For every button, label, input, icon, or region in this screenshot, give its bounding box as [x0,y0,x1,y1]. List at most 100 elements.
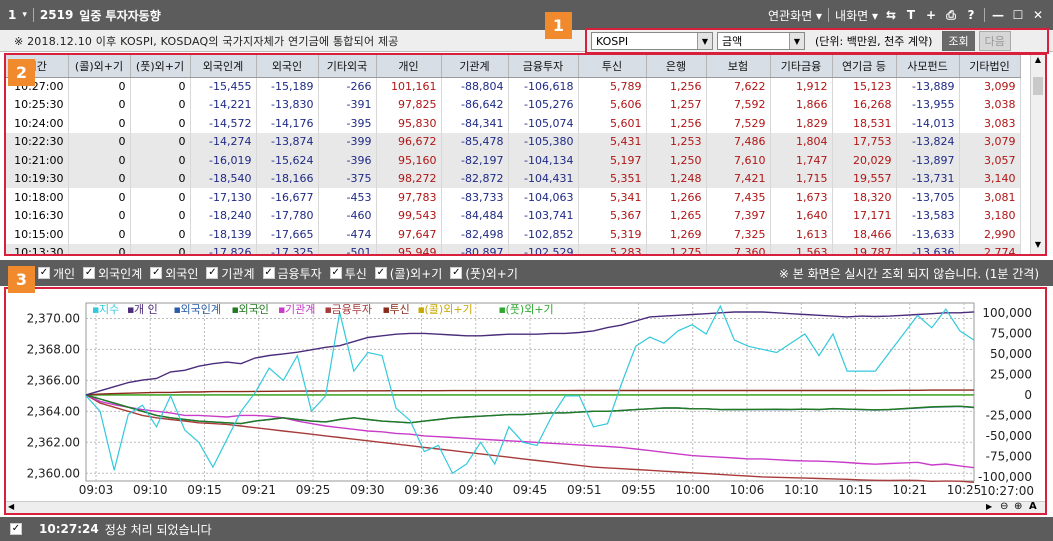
x-axis-tick-label: 09:40 [458,483,493,497]
legend-marker-icon: ▪ [418,303,425,316]
title-bar: 1 ▾ 2519 일중 투자자동향 연관화면 ▾ 내화면 ▾ ⇆ T + ⎙ ?… [0,0,1053,30]
column-header[interactable]: 은행 [646,55,707,78]
series-checkbox[interactable]: ✓ 기관계 [206,265,255,282]
series-checkbox[interactable]: ✓ 개인 [38,265,75,282]
series-line-institution [85,394,975,469]
print-icon[interactable]: ⎙ [946,7,956,22]
market-select[interactable]: KOSPI ▼ [591,32,713,50]
column-header[interactable]: 연기금 등 [832,55,897,78]
x-axis-tick-label: 09:45 [513,483,548,497]
table-cell: -13,705 [896,188,960,207]
table-row[interactable]: 10:16:30 0 0 -18,240 -17,780 -460 99,543 -84,48… [6,206,1021,225]
query-button[interactable]: 조회 [942,31,975,51]
checkbox-check-icon[interactable]: ✓ [83,267,96,279]
x-axis-tick-label: 09:21 [241,483,276,497]
chevron-down-icon[interactable]: ▼ [789,33,804,49]
series-checkbox[interactable]: ✓ 금융투자 [262,265,322,282]
table-row[interactable]: 10:18:00 0 0 -17,130 -16,677 -453 97,783 -83,73… [6,188,1021,207]
scroll-up-icon[interactable]: ▲ [1034,55,1042,64]
minimize-icon[interactable]: — [992,8,1004,22]
checkbox-check-icon[interactable]: ✓ [150,267,163,279]
table-cell: -396 [318,151,377,170]
text-icon[interactable]: T [906,8,916,22]
table-row[interactable]: 10:19:30 0 0 -18,540 -18,166 -375 98,272 -82,87… [6,169,1021,188]
unit-type-select[interactable]: 금액 ▼ [717,32,805,50]
chevron-down-icon[interactable]: ▾ [22,10,27,20]
table-cell: -13,636 [896,243,960,254]
close-icon[interactable]: ✕ [1032,8,1044,22]
table-row[interactable]: 10:24:00 0 0 -14,572 -14,176 -395 95,830 -84,34… [6,114,1021,133]
unit-type-value: 금액 [722,35,743,48]
series-checkbox[interactable]: ✓ 외국인 [150,265,198,282]
scrollbar-thumb[interactable] [1033,77,1043,95]
table-cell: -88,804 [441,77,509,96]
legend-entry: 외국인계 [181,303,221,316]
checkbox-check-icon[interactable]: ✓ [262,267,275,279]
table-cell: -13,731 [896,169,960,188]
related-screen-button[interactable]: 연관화면 ▾ [768,8,823,23]
column-header[interactable]: 금융투자 [508,55,579,78]
checkbox-check-icon[interactable]: ✓ [38,267,50,279]
column-header[interactable]: 기관계 [441,55,509,78]
realtime-notice: ※ 본 화면은 실시간 조회 되지 않습니다. (1분 간격) [778,266,1039,281]
table-cell: 0 [68,225,131,244]
table-cell: -501 [318,243,377,254]
table-cell: 5,431 [578,132,647,151]
checkbox-check-icon[interactable]: ✓ [450,267,463,279]
table-row[interactable]: 10:21:00 0 0 -16,019 -15,624 -396 95,160 -82,19… [6,151,1021,170]
investor-trend-chart[interactable]: 2,370.00 2,368.00 2,366.00 2,364.00 2,362.00… [6,289,1045,513]
zoom-out-icon[interactable]: ⊖ [1000,501,1009,512]
checkbox-check-icon[interactable]: ✓ [329,267,342,279]
column-header[interactable]: 투신 [578,55,647,78]
column-header[interactable]: 기타외국 [318,55,377,78]
column-header[interactable]: 보험 [706,55,771,78]
column-header[interactable]: 사모펀드 [896,55,960,78]
auto-scale-icon[interactable]: A [1029,501,1037,512]
series-checkbox[interactable]: ✓ (풋)외+기 [450,265,518,282]
scroll-right-icon[interactable]: ▶ [986,502,993,511]
scroll-left-icon[interactable]: ◀ [8,502,15,511]
table-cell: 1,265 [646,206,707,225]
table-cell: 99,543 [376,206,442,225]
column-header[interactable]: (콜)외+기 [68,55,131,78]
column-header[interactable]: 개인 [376,55,442,78]
table-row[interactable]: 10:22:30 0 0 -14,274 -13,874 -399 96,672 -85,47… [6,132,1021,151]
column-header[interactable]: 기타금융 [770,55,833,78]
table-row[interactable]: 10:27:00 0 0 -15,455 -15,189 -266 101,161 -88,8… [6,77,1021,96]
link-icon[interactable]: ⇆ [885,8,897,22]
table-cell: 0 [68,77,131,96]
zoom-in-icon[interactable]: ⊕ [1014,501,1023,512]
series-checkbox[interactable]: ✓ 외국인계 [83,265,142,282]
table-cell: 5,606 [578,95,647,114]
table-cell: 7,421 [706,169,771,188]
table-cell: -266 [318,77,377,96]
column-header[interactable]: 외국인계 [190,55,257,78]
table-row[interactable]: 10:25:30 0 0 -14,221 -13,830 -391 97,825 -86,64… [6,95,1021,114]
window-number[interactable]: 1 [8,8,17,22]
x-axis-tick-label: 10:21 [892,483,927,497]
scroll-down-icon[interactable]: ▼ [1034,240,1042,249]
next-button[interactable]: 다음 [978,31,1011,51]
plus-icon[interactable]: + [925,8,937,22]
chevron-down-icon[interactable]: ▼ [697,33,712,49]
vertical-scrollbar[interactable]: ▲ ▼ [1030,55,1045,254]
status-check-icon: ✓ [10,523,22,535]
column-header[interactable]: (풋)외+기 [130,55,191,78]
table-row[interactable]: 10:13:30 0 0 -17,826 -17,325 -501 95,949 -80,89… [6,243,1021,254]
table-cell: -18,166 [256,169,319,188]
checkbox-check-icon[interactable]: ✓ [206,267,219,279]
horizontal-scrollbar[interactable]: ◀ ▶ ⊖ ⊕ A [6,501,1045,513]
my-screen-button[interactable]: 내화면 ▾ [835,8,878,23]
table-cell: -14,013 [896,114,960,133]
series-checkbox-label: 금융투자 [277,266,322,281]
series-checkbox[interactable]: ✓ (콜)외+기 [374,265,442,282]
help-icon[interactable]: ? [967,8,975,22]
table-cell: -82,197 [441,151,509,170]
series-checkbox[interactable]: ✓ 투신 [329,265,367,282]
checkbox-check-icon[interactable]: ✓ [374,267,387,279]
column-header[interactable]: 외국인 [256,55,319,78]
series-checkbox-label: 개인 [53,266,76,281]
column-header[interactable]: 기타법인 [959,55,1021,78]
maximize-icon[interactable]: ☐ [1012,8,1024,22]
table-row[interactable]: 10:15:00 0 0 -18,139 -17,665 -474 97,647 -82,49… [6,225,1021,244]
